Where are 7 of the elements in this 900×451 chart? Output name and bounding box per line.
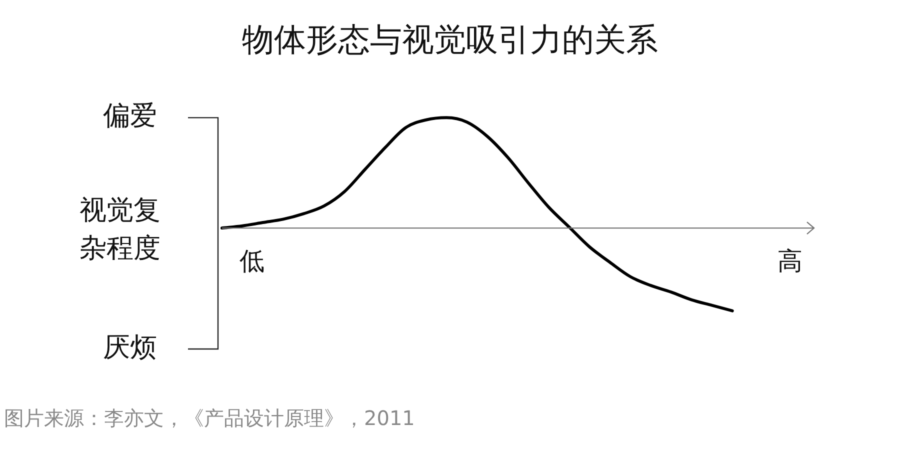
annotation: 高 [778, 246, 802, 276]
text: 厌烦 [103, 332, 157, 364]
x-axis-title: 视觉复杂程度 [80, 195, 160, 264]
text: 图片来源：李亦文，《产品设计原理》，2011 [4, 406, 415, 430]
annotation: 低 [240, 246, 264, 276]
chart-title: 物体形态与视觉吸引力的关系 [242, 20, 658, 58]
text: 偏爱 [103, 100, 157, 132]
